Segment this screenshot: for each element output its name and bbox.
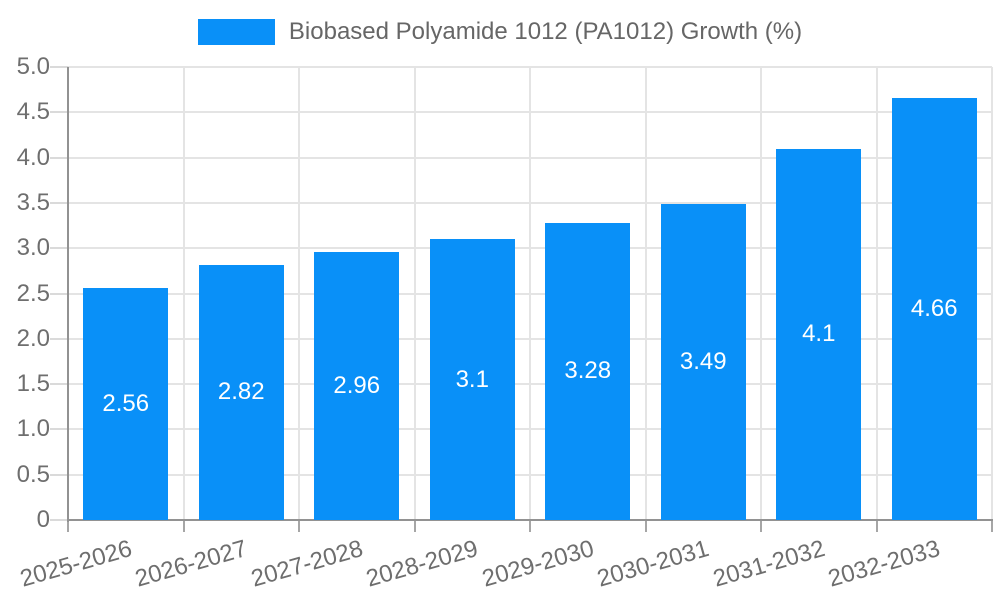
bar-value-label: 3.49 bbox=[679, 347, 727, 375]
bar[interactable]: 4.1 bbox=[776, 148, 862, 520]
y-tick-label: 4.5 bbox=[16, 98, 50, 126]
x-axis-tick bbox=[875, 520, 878, 532]
y-axis-tick bbox=[50, 337, 68, 340]
x-axis-line bbox=[67, 519, 993, 521]
x-axis-tick bbox=[413, 520, 416, 532]
bar-value-label: 4.1 bbox=[802, 320, 836, 348]
x-axis-tick bbox=[67, 520, 69, 532]
gridline-vertical bbox=[182, 67, 185, 520]
y-tick-label: 1.0 bbox=[16, 415, 50, 443]
gridline-vertical bbox=[875, 67, 878, 520]
gridline-vertical bbox=[991, 67, 993, 520]
y-tick-label: 3.0 bbox=[16, 234, 50, 262]
bar[interactable]: 3.49 bbox=[660, 203, 746, 520]
legend-label: Biobased Polyamide 1012 (PA1012) Growth … bbox=[288, 18, 803, 45]
bar-value-label: 3.1 bbox=[455, 365, 489, 393]
x-tick-label: 2032-2033 bbox=[825, 535, 944, 593]
legend-swatch bbox=[197, 19, 275, 45]
y-axis-tick bbox=[50, 247, 68, 250]
y-axis-tick bbox=[50, 519, 68, 521]
y-tick-label: 3.5 bbox=[16, 188, 50, 216]
bar-value-label: 2.56 bbox=[102, 390, 150, 418]
x-tick-label: 2027-2028 bbox=[248, 535, 366, 593]
y-tick-label: 2.0 bbox=[16, 324, 50, 352]
x-tick-label: 2030-2031 bbox=[594, 535, 713, 593]
bar[interactable]: 4.66 bbox=[891, 97, 977, 520]
y-axis-tick bbox=[50, 66, 68, 68]
gridline-vertical bbox=[298, 67, 300, 520]
bar-value-label: 3.28 bbox=[564, 357, 612, 385]
y-axis-tick bbox=[50, 473, 68, 476]
x-tick-label: 2029-2030 bbox=[479, 535, 597, 593]
x-tick-label: 2031-2032 bbox=[710, 535, 828, 593]
bar[interactable]: 2.56 bbox=[83, 288, 169, 520]
y-axis-tick bbox=[50, 383, 68, 386]
x-axis-tick bbox=[760, 520, 762, 532]
bar-value-label: 2.82 bbox=[217, 378, 265, 406]
y-axis-tick bbox=[50, 428, 68, 431]
y-tick-label: 1.5 bbox=[16, 370, 50, 398]
bar-value-label: 4.66 bbox=[910, 294, 958, 322]
x-tick-label: 2026-2027 bbox=[132, 535, 251, 593]
y-tick-label: 4.0 bbox=[16, 143, 50, 171]
x-tick-label: 2028-2029 bbox=[363, 535, 482, 593]
x-tick-label: 2025-2026 bbox=[17, 535, 135, 593]
y-axis-tick bbox=[50, 111, 68, 114]
y-tick-label: 0 bbox=[36, 506, 50, 533]
bar[interactable]: 2.82 bbox=[198, 264, 284, 520]
bar[interactable]: 3.1 bbox=[429, 239, 515, 520]
bar[interactable]: 2.96 bbox=[314, 251, 400, 520]
legend-item[interactable]: Biobased Polyamide 1012 (PA1012) Growth … bbox=[0, 14, 1000, 50]
gridline-vertical bbox=[760, 67, 762, 520]
y-axis-tick bbox=[50, 201, 68, 204]
gridline-vertical bbox=[413, 67, 416, 520]
y-axis-line bbox=[67, 67, 69, 522]
gridline-vertical bbox=[644, 67, 647, 520]
y-tick-label: 2.5 bbox=[16, 279, 50, 307]
gridline-vertical bbox=[529, 67, 531, 520]
x-axis-tick bbox=[529, 520, 531, 532]
bar[interactable]: 3.28 bbox=[545, 222, 631, 520]
y-axis-tick bbox=[50, 156, 68, 159]
x-axis-tick bbox=[644, 520, 647, 532]
x-axis-tick bbox=[298, 520, 300, 532]
y-axis-tick bbox=[50, 292, 68, 295]
y-tick-label: 5.0 bbox=[16, 53, 50, 80]
bar-value-label: 2.96 bbox=[333, 371, 381, 399]
x-axis-tick bbox=[991, 520, 993, 532]
y-tick-label: 0.5 bbox=[16, 460, 50, 488]
x-axis-tick bbox=[182, 520, 185, 532]
